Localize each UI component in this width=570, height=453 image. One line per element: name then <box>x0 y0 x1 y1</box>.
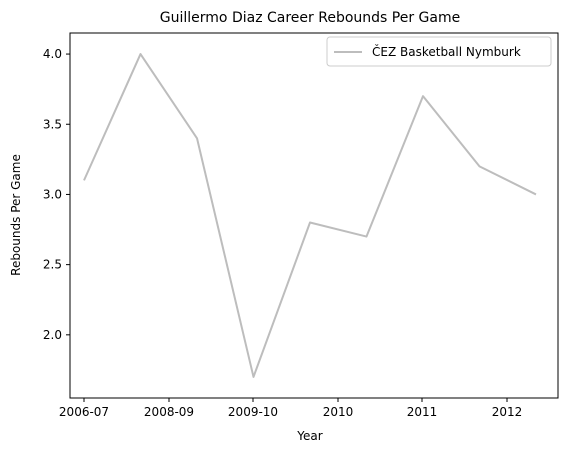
y-tick-label: 2.0 <box>43 328 62 342</box>
x-tick-label: 2008-09 <box>144 405 194 419</box>
x-axis-label: Year <box>296 429 322 443</box>
y-tick-label: 2.5 <box>43 258 62 272</box>
x-tick-label: 2012 <box>492 405 523 419</box>
y-tick-label: 3.0 <box>43 187 62 201</box>
x-tick-label: 2011 <box>407 405 438 419</box>
chart-title: Guillermo Diaz Career Rebounds Per Game <box>160 10 460 26</box>
y-tick-label: 3.5 <box>43 117 62 131</box>
x-axis: 2006-07 2008-09 2009-10 2010 2011 2012 <box>59 398 522 419</box>
x-tick-label: 2010 <box>323 405 354 419</box>
legend: ČEZ Basketball Nymburk <box>326 36 552 67</box>
y-tick-label: 4.0 <box>43 47 62 61</box>
legend-box <box>326 36 552 67</box>
x-tick-label: 2009-10 <box>228 405 278 419</box>
y-axis: 2.0 2.5 3.0 3.5 4.0 <box>43 47 70 342</box>
y-axis-label: Rebounds Per Game <box>9 154 23 276</box>
legend-entry: ČEZ Basketball Nymburk <box>372 44 521 59</box>
plot-area <box>69 32 559 399</box>
series-layer <box>83 53 537 378</box>
x-tick-label: 2006-07 <box>59 405 109 419</box>
